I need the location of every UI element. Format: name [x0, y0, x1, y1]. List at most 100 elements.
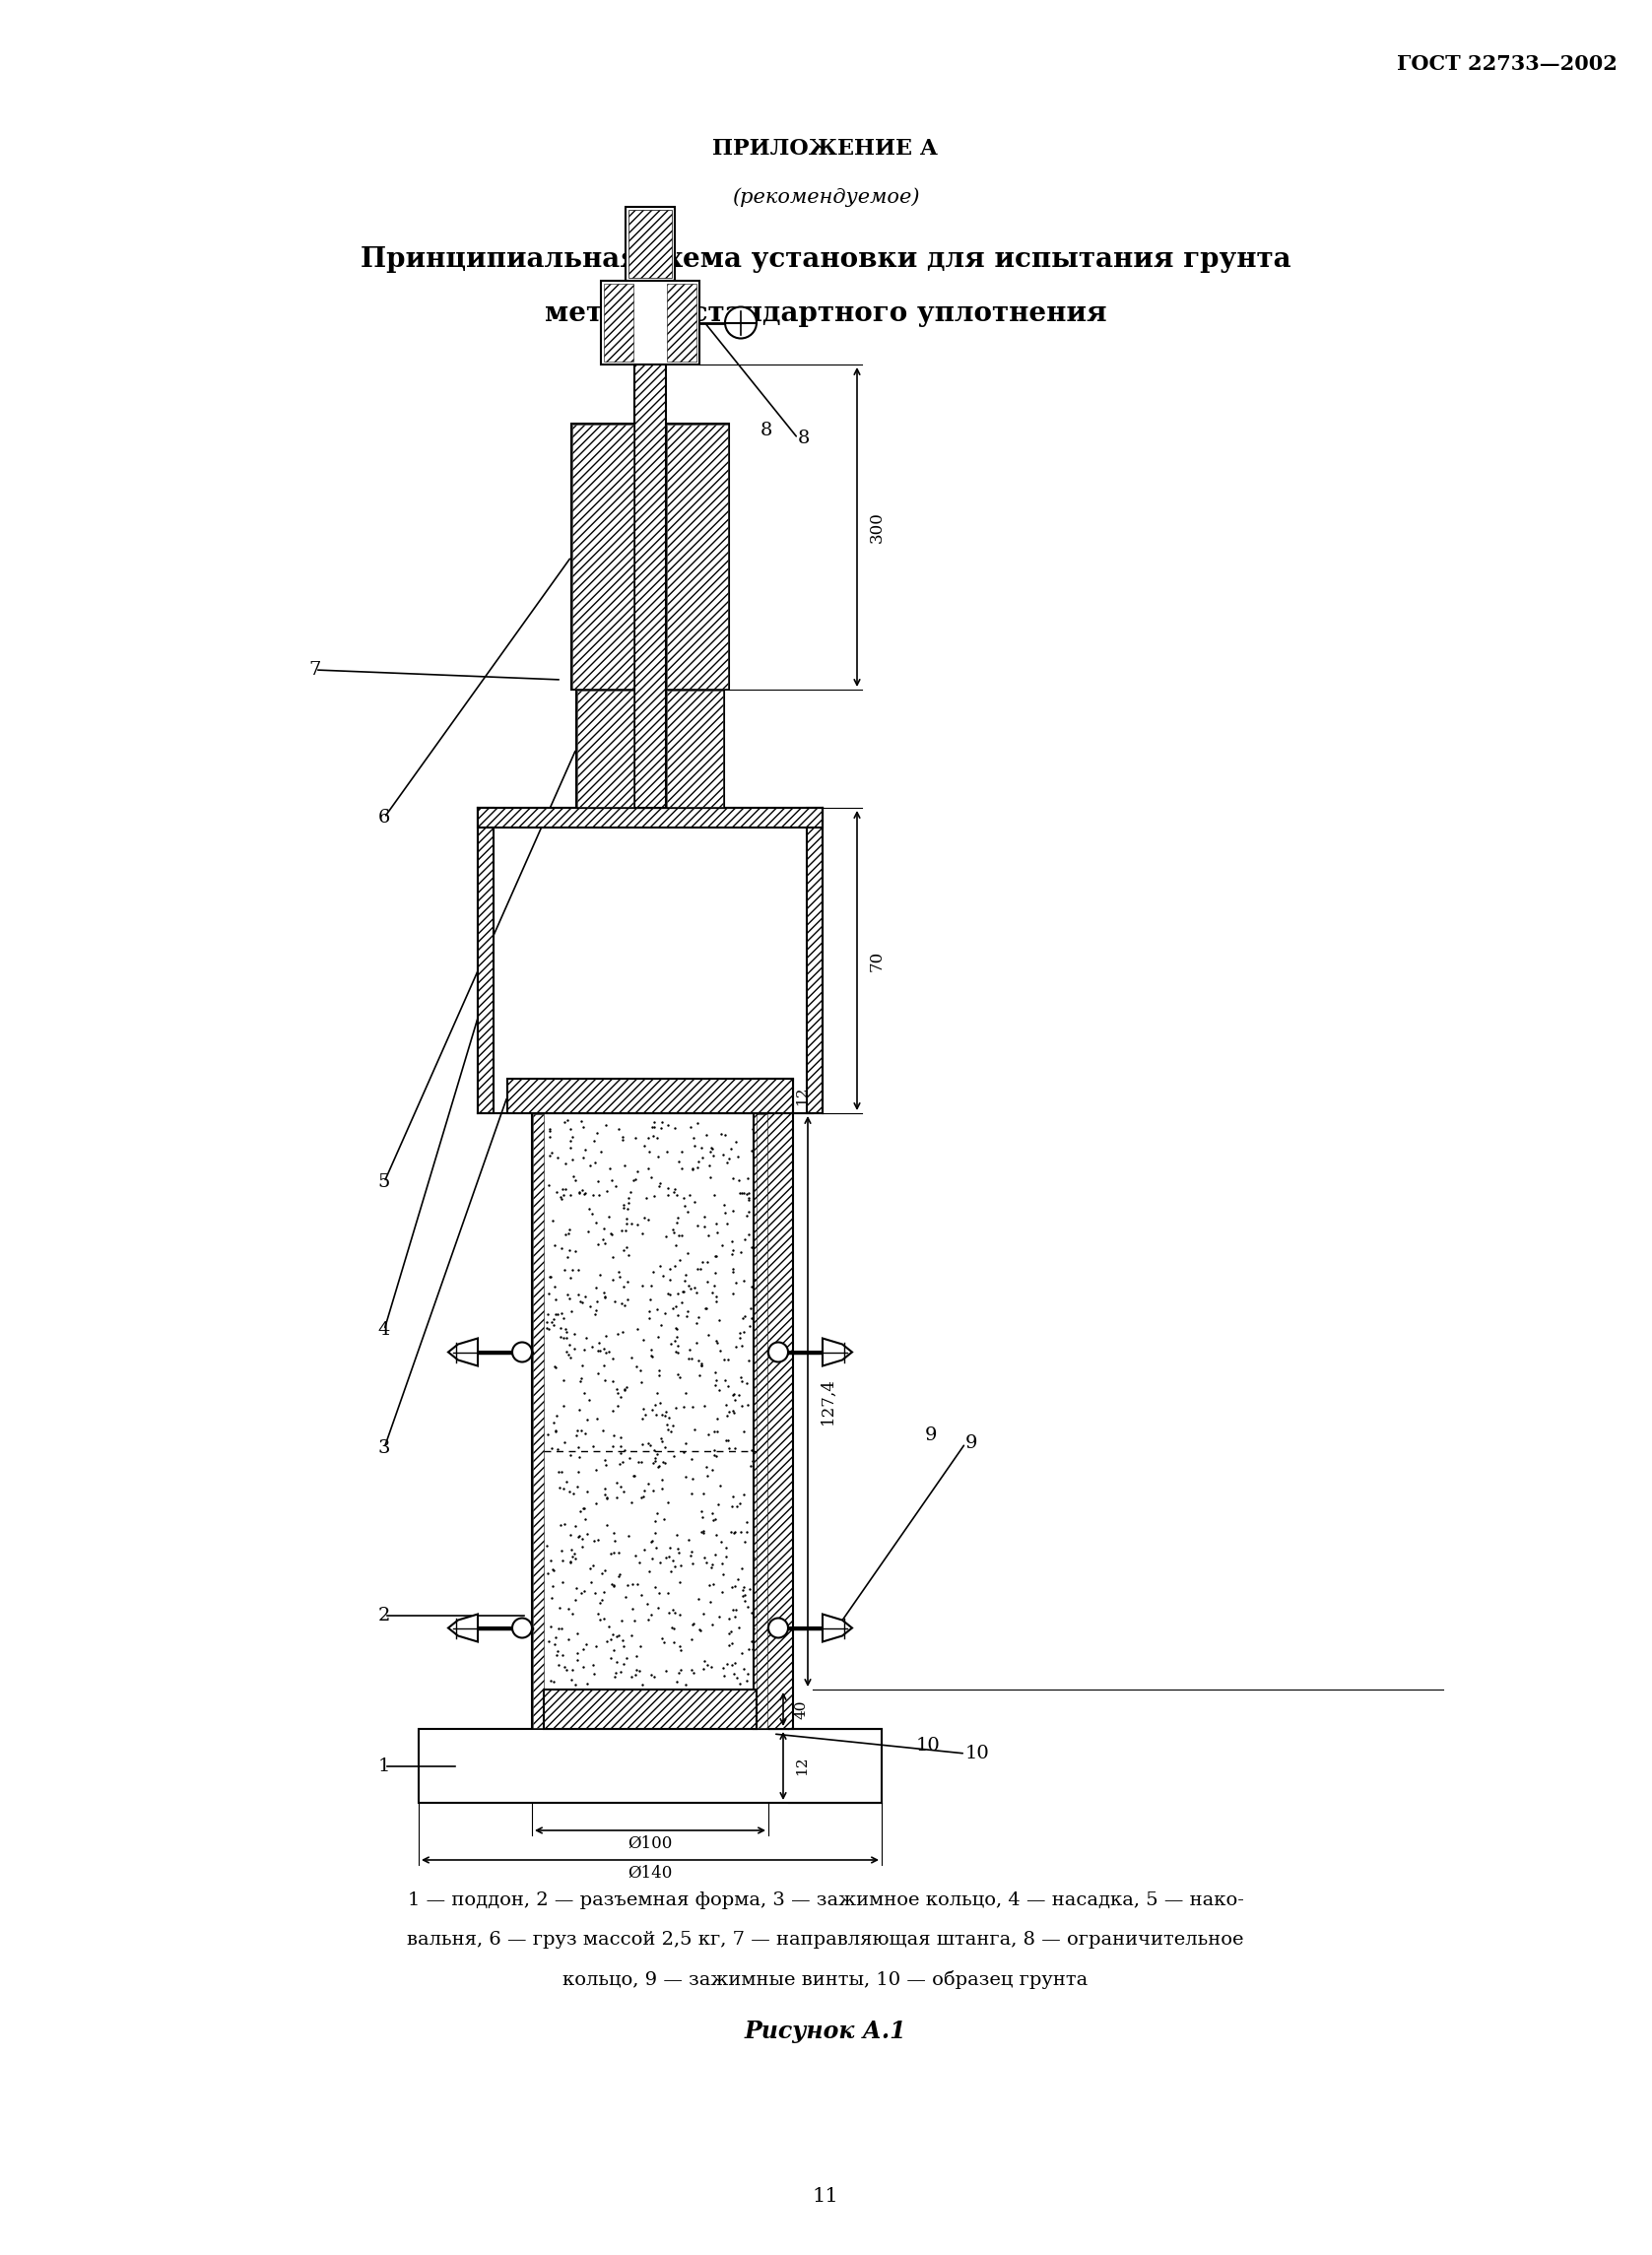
Point [689, 1245, 715, 1281]
Point [540, 1554, 567, 1590]
Point [649, 1470, 676, 1506]
Point [570, 1630, 596, 1666]
Point [648, 1545, 674, 1581]
Point [730, 1477, 757, 1513]
Point [591, 1443, 618, 1479]
Text: 127,4: 127,4 [819, 1378, 836, 1425]
Point [733, 1175, 760, 1211]
Point [558, 1662, 585, 1698]
Point [657, 1326, 684, 1362]
Point [611, 1432, 638, 1468]
Point [646, 1574, 672, 1610]
Point [667, 1653, 694, 1689]
Point [697, 1134, 724, 1170]
Point [684, 1105, 710, 1141]
Point [722, 1599, 748, 1635]
Point [573, 1403, 600, 1439]
Text: 3: 3 [378, 1439, 390, 1457]
Point [638, 1657, 664, 1694]
Point [725, 1610, 752, 1646]
Point [659, 1211, 686, 1247]
Point [582, 1576, 608, 1612]
Point [575, 1191, 601, 1227]
Point [567, 1175, 593, 1211]
Point [628, 1364, 654, 1400]
Point [610, 1123, 636, 1159]
Text: 12: 12 [795, 1087, 809, 1105]
Point [641, 1387, 667, 1423]
Point [704, 1215, 730, 1252]
Point [537, 1258, 563, 1294]
Point [600, 1339, 626, 1376]
Point [669, 1134, 695, 1170]
Point [550, 1299, 577, 1335]
Point [662, 1594, 689, 1630]
Point [570, 1574, 596, 1610]
Point [738, 1132, 765, 1168]
Point [720, 1394, 747, 1430]
Point [730, 1301, 757, 1337]
Point [715, 1615, 742, 1651]
Point [547, 1319, 573, 1355]
Point [636, 1554, 662, 1590]
Point [628, 1576, 654, 1612]
Point [694, 1457, 720, 1493]
Point [702, 1432, 729, 1468]
Point [552, 1425, 578, 1461]
Point [577, 1549, 603, 1585]
Point [611, 1186, 638, 1222]
Point [722, 1328, 748, 1364]
Point [697, 1148, 724, 1184]
Point [662, 1324, 689, 1360]
Point [648, 1109, 674, 1146]
Point [550, 1387, 577, 1423]
Text: 4: 4 [378, 1321, 390, 1339]
Point [712, 1195, 738, 1231]
Point [720, 1592, 747, 1628]
Point [733, 1364, 760, 1400]
Point [649, 1105, 676, 1141]
Point [738, 1290, 765, 1326]
Point [654, 1412, 681, 1448]
Point [695, 1218, 722, 1254]
Point [598, 1536, 624, 1572]
Point [600, 1536, 626, 1572]
Point [552, 1506, 578, 1542]
Point [542, 1281, 568, 1317]
Point [629, 1215, 656, 1252]
Point [611, 1371, 638, 1407]
Point [565, 1252, 591, 1288]
Point [667, 1218, 694, 1254]
Point [686, 1299, 712, 1335]
Point [689, 1346, 715, 1382]
Point [540, 1301, 567, 1337]
Point [590, 1583, 616, 1619]
Point [735, 1193, 762, 1229]
Point [598, 1567, 624, 1603]
Point [643, 1441, 669, 1477]
Point [712, 1362, 738, 1398]
Point [646, 1385, 672, 1421]
Point [691, 1597, 717, 1633]
Point [600, 1161, 626, 1197]
Point [547, 1506, 573, 1542]
Bar [753, 1078, 793, 1730]
Point [689, 1130, 715, 1166]
Text: 300: 300 [869, 512, 885, 543]
Point [742, 1261, 768, 1297]
Point [651, 1624, 677, 1660]
Point [591, 1362, 618, 1398]
Point [710, 1342, 737, 1378]
Point [560, 1594, 586, 1630]
Point [616, 1238, 643, 1274]
Point [738, 1270, 765, 1306]
Point [699, 1606, 725, 1642]
Point [677, 1538, 704, 1574]
Point [664, 1204, 691, 1240]
Point [618, 1660, 644, 1696]
Point [603, 1644, 629, 1680]
Point [623, 1121, 649, 1157]
Point [611, 1628, 638, 1664]
Point [737, 1308, 763, 1344]
Point [729, 1635, 755, 1671]
